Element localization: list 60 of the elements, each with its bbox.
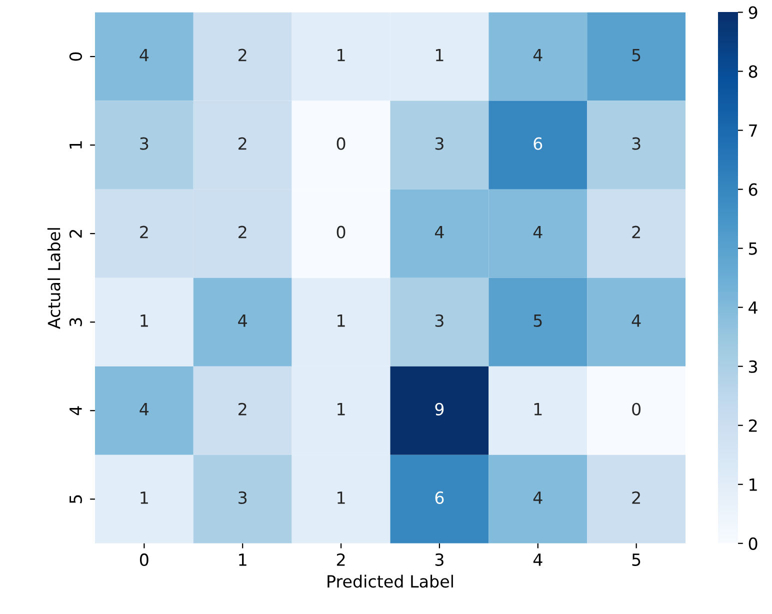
color-bar-label: 4 bbox=[748, 302, 758, 314]
data-label: 4 bbox=[632, 314, 641, 327]
y-tick-label: 1 bbox=[70, 141, 82, 149]
data-label: 9 bbox=[435, 402, 444, 416]
data-label: 1 bbox=[140, 314, 148, 327]
color-bar-label: 2 bbox=[748, 419, 757, 432]
x-tick-label: 5 bbox=[632, 554, 640, 566]
data-label: 2 bbox=[632, 491, 640, 504]
data-label: 5 bbox=[534, 314, 542, 327]
data-label: 2 bbox=[238, 402, 246, 416]
data-label: 1 bbox=[338, 314, 345, 327]
x-tick-label: 4 bbox=[533, 554, 542, 566]
color-bar-label: 5 bbox=[749, 242, 757, 255]
data-label: 3 bbox=[435, 137, 444, 150]
data-label: 3 bbox=[632, 137, 640, 150]
data-label: 0 bbox=[336, 137, 346, 150]
data-label: 2 bbox=[238, 137, 246, 150]
data-label: 1 bbox=[140, 492, 148, 504]
y-tick-label: 2 bbox=[69, 230, 82, 238]
data-label: 1 bbox=[338, 492, 345, 504]
x-tick-label: 1 bbox=[239, 554, 246, 566]
data-label: 2 bbox=[632, 226, 640, 238]
data-label: 4 bbox=[533, 492, 542, 504]
data-label: 3 bbox=[238, 491, 247, 504]
data-label: 0 bbox=[336, 226, 346, 238]
y-tick-label: 0 bbox=[69, 52, 82, 61]
data-label: 1 bbox=[338, 403, 345, 416]
x-axis-title: Predicted Label bbox=[328, 574, 453, 588]
color-bar-label: 8 bbox=[748, 65, 758, 78]
data-label: 1 bbox=[534, 403, 542, 416]
x-tick-label: 0 bbox=[140, 553, 148, 566]
y-tick-label: 3 bbox=[69, 318, 82, 326]
data-label: 5 bbox=[632, 48, 640, 62]
data-label: 3 bbox=[140, 137, 148, 150]
data-label: 3 bbox=[435, 314, 444, 327]
data-label: 6 bbox=[534, 137, 542, 150]
x-tick-label: 3 bbox=[435, 553, 444, 566]
color-bar-label: 7 bbox=[749, 124, 757, 137]
color-bar-label: 0 bbox=[748, 537, 758, 550]
y-axis-title: Actual Label bbox=[47, 228, 60, 329]
data-label: 0 bbox=[632, 402, 641, 416]
data-label: 4 bbox=[238, 314, 247, 327]
y-tick-label: 5 bbox=[70, 495, 82, 504]
data-label: 4 bbox=[140, 403, 149, 416]
y-tick-label: 4 bbox=[70, 406, 82, 416]
data-label: 2 bbox=[140, 226, 148, 238]
data-label: 4 bbox=[533, 48, 542, 62]
data-label: 4 bbox=[434, 226, 444, 238]
data-label: 4 bbox=[140, 48, 149, 62]
data-label: 2 bbox=[238, 48, 246, 62]
data-label: 2 bbox=[238, 226, 246, 238]
data-label: 1 bbox=[436, 48, 444, 62]
color-bar-label: 1 bbox=[750, 478, 757, 491]
x-tick-label: 2 bbox=[336, 553, 345, 566]
color-bar-label: 6 bbox=[748, 183, 758, 196]
data-label: 1 bbox=[338, 48, 345, 62]
data-label: 4 bbox=[533, 226, 542, 238]
color-bar-label: 9 bbox=[748, 6, 758, 19]
data-label: 6 bbox=[435, 491, 444, 504]
color-bar-label: 3 bbox=[749, 360, 758, 373]
